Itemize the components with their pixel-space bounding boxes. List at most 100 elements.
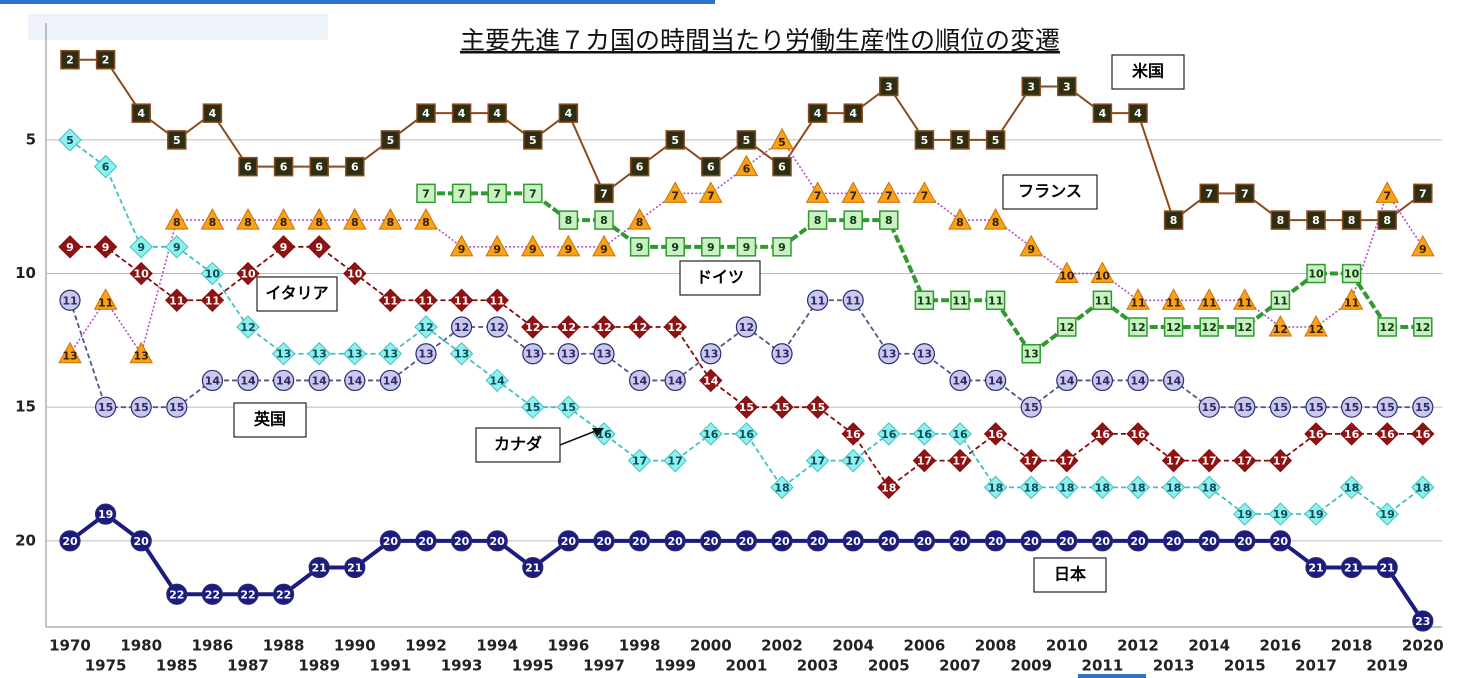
data-label: 11 (846, 294, 861, 307)
marker (378, 342, 403, 366)
data-label: 4 (458, 107, 466, 120)
data-label: 4 (1099, 107, 1107, 120)
marker (59, 289, 81, 311)
data-label: 20 (383, 535, 399, 548)
data-point: 8 (983, 208, 1008, 230)
data-label: 12 (668, 321, 683, 334)
data-label: 9 (707, 241, 715, 254)
data-label: 12 (1308, 323, 1323, 336)
x-tick-label: 2016 (1260, 637, 1302, 655)
data-label: 13 (312, 348, 327, 361)
data-label: 7 (458, 187, 466, 200)
data-point: 15 (1269, 396, 1292, 418)
data-label: 18 (1166, 481, 1181, 494)
data-point: 17 (627, 448, 652, 473)
data-label: 14 (1130, 374, 1146, 387)
data-point: 17 (1019, 448, 1043, 473)
data-point: 18 (983, 475, 1008, 500)
marker (1019, 448, 1043, 473)
data-label: 8 (315, 216, 323, 229)
data-point: 4 (451, 103, 472, 123)
data-label: 5 (671, 134, 679, 147)
data-label: 20 (1059, 535, 1075, 548)
data-point: 12 (451, 316, 473, 338)
data-label: 16 (1130, 428, 1146, 441)
data-point: 8 (594, 210, 614, 230)
marker (449, 342, 474, 366)
data-label: 7 (1419, 187, 1427, 200)
legend-label: 米国 (1132, 62, 1164, 81)
data-label: 7 (529, 187, 537, 200)
data-label: 15 (1415, 401, 1430, 414)
data-point: 20 (842, 530, 864, 552)
marker (807, 103, 828, 123)
data-label: 4 (849, 107, 857, 120)
marker (558, 210, 579, 230)
data-point: 9 (736, 237, 757, 257)
data-point: 20 (664, 530, 686, 552)
marker (1199, 317, 1219, 337)
data-point: 8 (200, 208, 225, 230)
data-label: 14 (668, 374, 684, 387)
data-label: 10 (1059, 270, 1075, 283)
data-label: 8 (956, 216, 964, 229)
data-label: 21 (1308, 562, 1323, 575)
data-point: 6 (734, 154, 759, 177)
data-point: 4 (843, 103, 863, 123)
marker (593, 343, 615, 365)
data-point: 14 (1127, 369, 1149, 392)
data-label: 20 (668, 535, 684, 548)
marker (983, 475, 1008, 500)
marker (1339, 475, 1364, 500)
marker (236, 208, 260, 230)
data-label: 11 (490, 294, 505, 307)
data-label: 4 (493, 107, 501, 120)
marker (307, 235, 331, 259)
marker (664, 530, 686, 552)
x-tick-label: 1999 (654, 657, 696, 675)
marker (912, 422, 937, 446)
data-point: 14 (308, 369, 330, 392)
data-label: 14 (632, 374, 648, 387)
marker (628, 369, 651, 392)
data-point: 15 (734, 395, 759, 419)
data-point: 6 (701, 156, 721, 177)
data-point: 20 (700, 530, 722, 552)
marker (629, 237, 650, 257)
marker (236, 315, 260, 339)
data-point: 11 (449, 288, 474, 312)
data-point: 13 (449, 342, 474, 366)
data-label: 6 (636, 161, 644, 174)
data-point: 3 (879, 76, 899, 97)
data-label: 21 (312, 562, 327, 575)
y-tick-label: 5 (26, 130, 36, 148)
data-point: 6 (93, 154, 118, 179)
data-point: 19 (1375, 502, 1399, 526)
marker (1269, 396, 1292, 418)
x-tick-label: 2005 (868, 657, 910, 675)
marker (273, 156, 294, 177)
data-point: 12 (486, 316, 508, 338)
marker (735, 316, 758, 338)
data-label: 16 (1344, 428, 1360, 441)
marker (1126, 475, 1150, 500)
data-label: 4 (565, 107, 573, 120)
marker (485, 288, 509, 312)
data-point: 3 (1057, 76, 1077, 97)
data-point: 8 (164, 208, 189, 230)
marker (984, 369, 1007, 392)
x-tick-label: 2011 (1082, 657, 1124, 675)
data-label: 9 (458, 243, 466, 256)
marker (58, 235, 82, 259)
data-label: 22 (205, 588, 220, 601)
marker (807, 210, 828, 230)
data-point: 13 (271, 342, 296, 366)
x-tick-label: 1988 (263, 637, 305, 655)
data-label: 14 (240, 374, 256, 387)
data-point: 20 (949, 530, 971, 552)
x-tick-label: 2000 (690, 637, 732, 655)
data-label: 17 (1237, 455, 1252, 468)
data-label: 5 (529, 134, 537, 147)
data-label: 15 (1024, 401, 1039, 414)
marker (378, 288, 403, 312)
